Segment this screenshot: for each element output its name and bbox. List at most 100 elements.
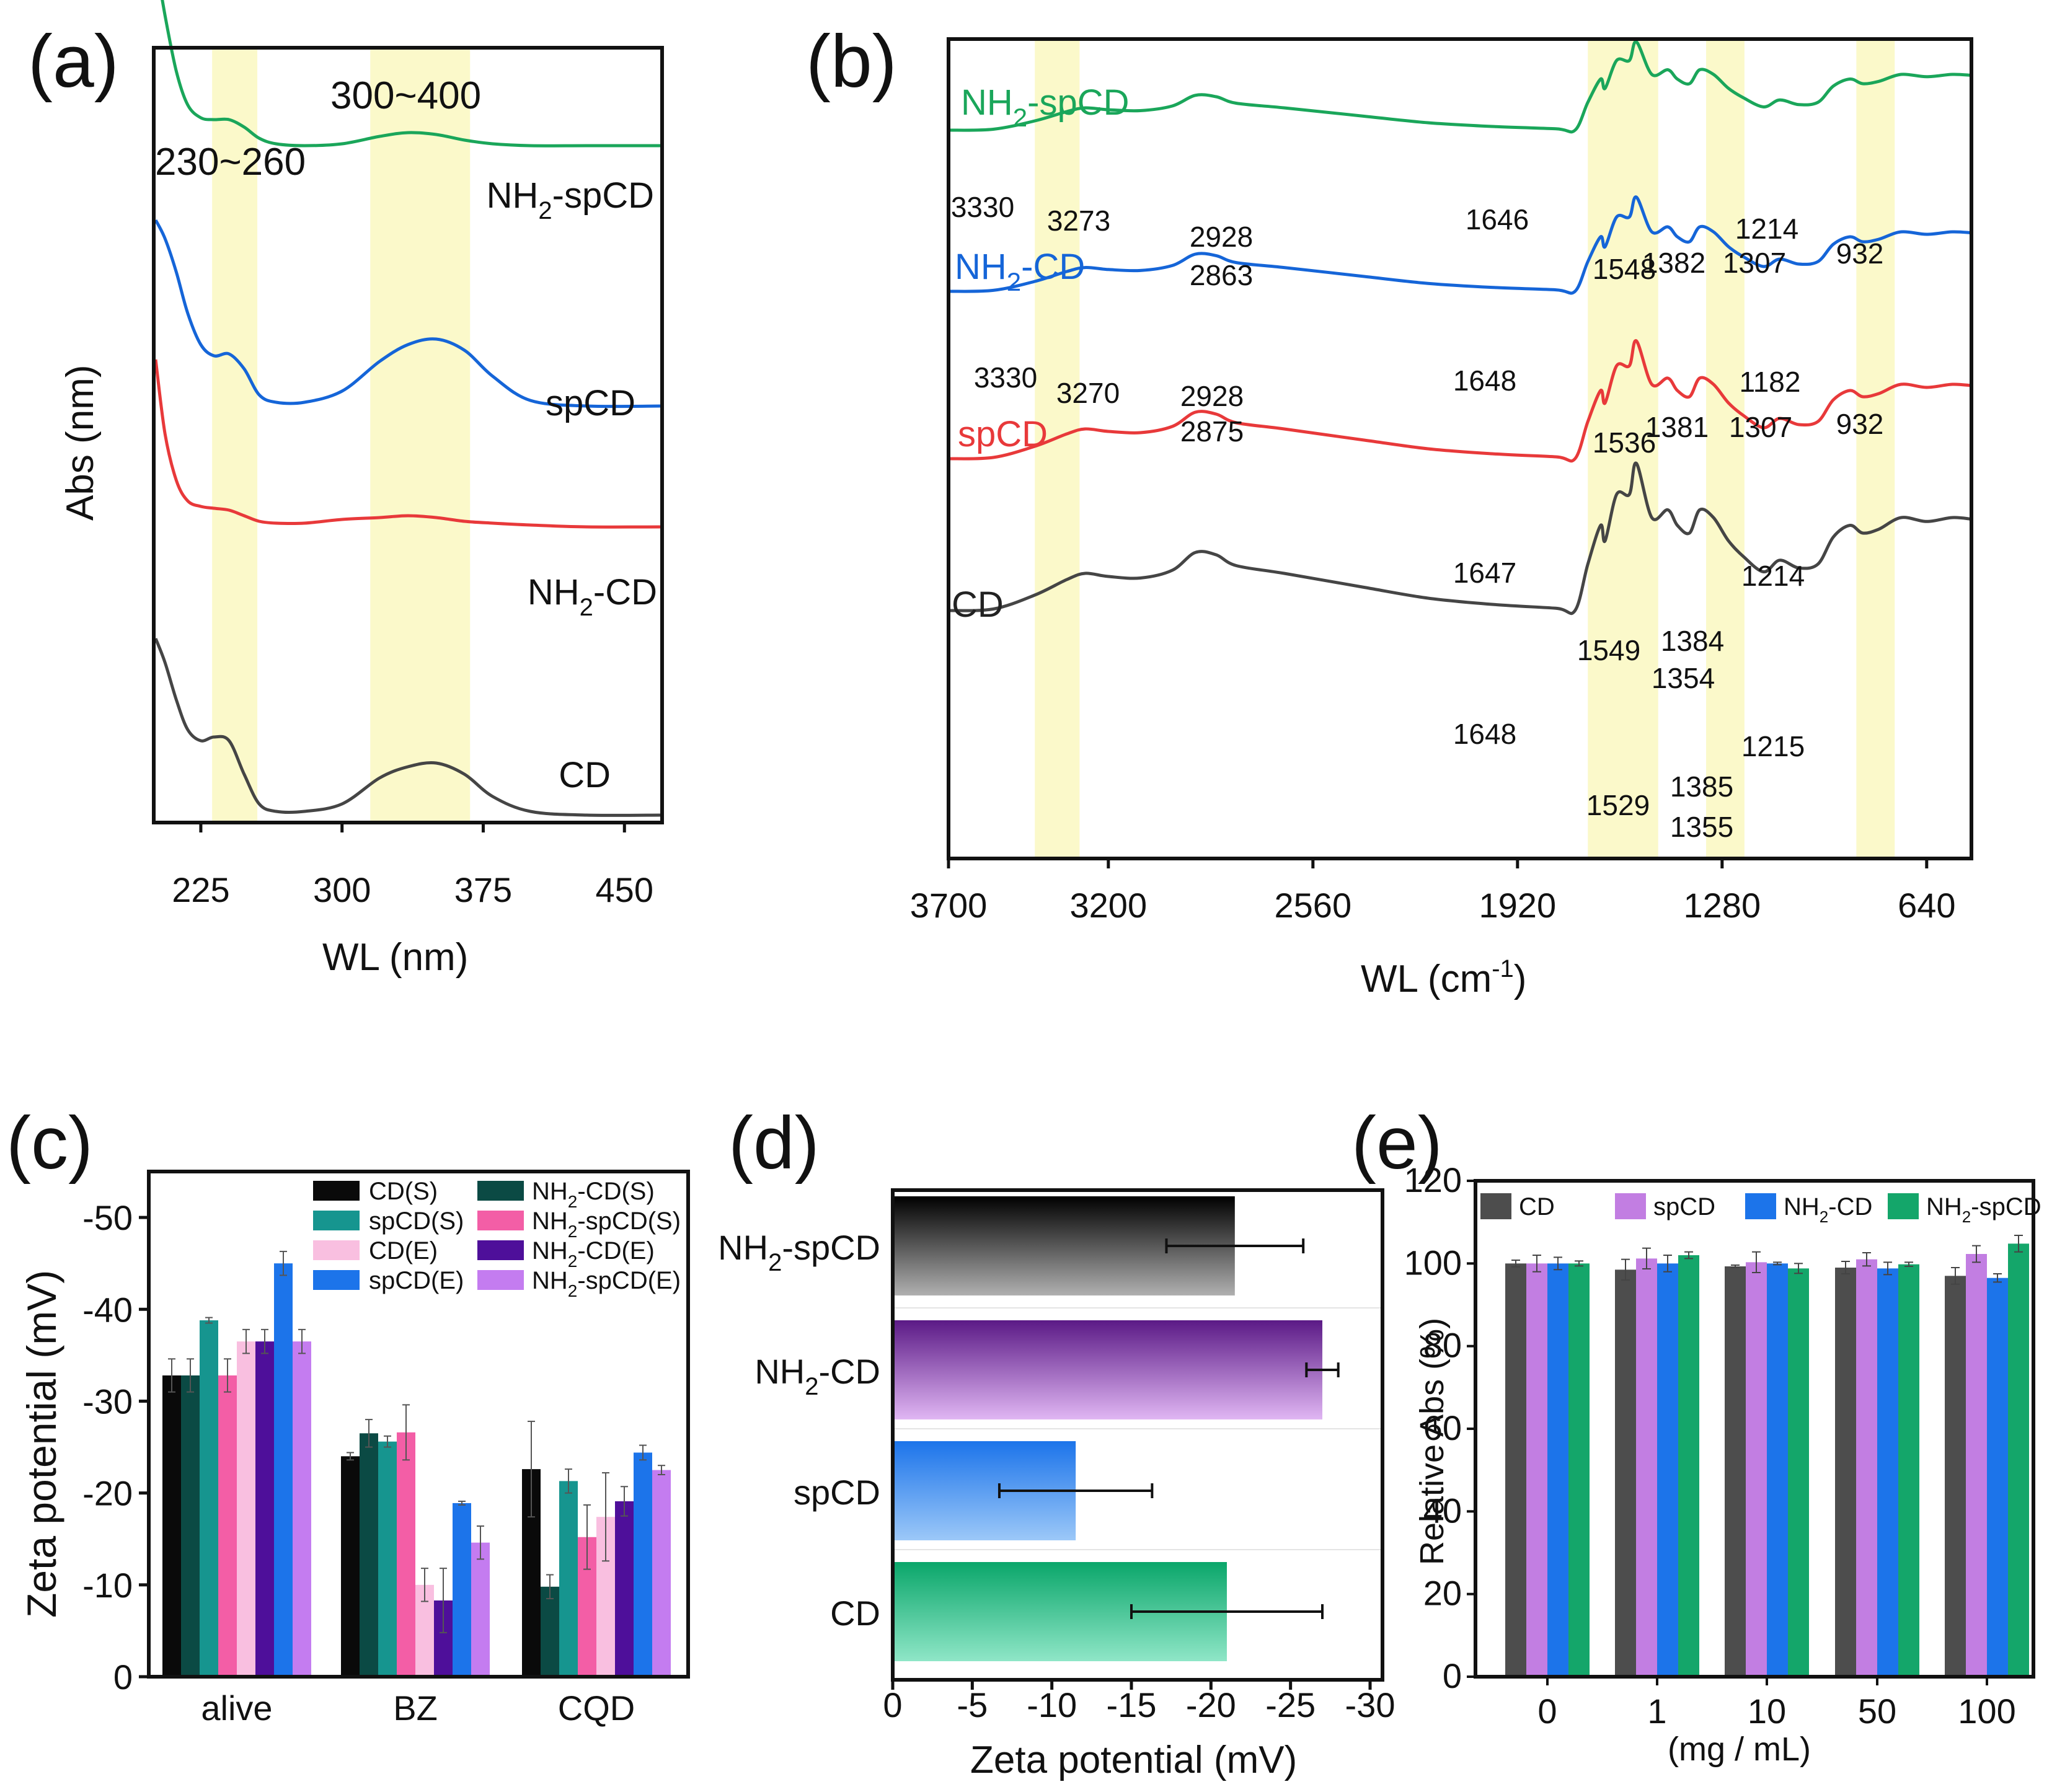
- panel-e-ytick-label: 40: [1423, 1491, 1462, 1530]
- panel-e-legend-label: NH2-spCD: [1926, 1193, 2041, 1226]
- panel-b-peak-label: 1382: [1642, 247, 1705, 279]
- panel-e-bar-CD-0: [1505, 1263, 1526, 1677]
- panel-e-bar-NH2-spCD-100: [2008, 1243, 2029, 1677]
- panel-e-bar-CD-100: [1945, 1276, 1966, 1677]
- panel-e-ytick-label: 0: [1443, 1656, 1462, 1695]
- panel-d: (d) 0 -5 -10 -15 -20 -25 -30 NH2-spCD NH2-CD spCD…: [718, 1101, 1395, 1781]
- panel-c-legend-label: NH2-CD(E): [532, 1237, 655, 1271]
- panel-e-bar-NH2-spCD-50: [1898, 1264, 1919, 1677]
- panel-e-bar-spCD-10: [1746, 1262, 1767, 1677]
- panel-d-xtick-label: -15: [1107, 1685, 1157, 1724]
- panel-c-legend-swatch: [477, 1270, 524, 1290]
- panel-b-peak-label: 1182: [1740, 366, 1801, 398]
- panel-a-lines: [154, 0, 663, 817]
- panel-d-xtick-label: -25: [1265, 1685, 1316, 1724]
- panel-b-band-1: [1035, 39, 1080, 858]
- panel-b-line-NH2-spCD: [948, 40, 1972, 134]
- panel-e-bar-spCD-50: [1856, 1259, 1877, 1677]
- panel-c-ytick-label: -30: [82, 1382, 133, 1421]
- panel-e-ytick-label: 80: [1423, 1326, 1462, 1365]
- panel-b-peak-label: 3330: [951, 191, 1014, 223]
- panel-a-tick-label: 375: [454, 870, 512, 909]
- panel-d-category-label: spCD: [794, 1473, 880, 1512]
- panel-c-ytick-label: 0: [113, 1657, 133, 1697]
- panel-c-legend-label: CD(E): [369, 1237, 438, 1265]
- panel-b-peak-label: 1647: [1453, 557, 1516, 589]
- panel-c-bar-NH2-spCD(E)-CQD: [652, 1470, 671, 1677]
- panel-a-band-label-1: 230~260: [155, 141, 306, 183]
- panel-b-peak-label: 3273: [1047, 205, 1110, 237]
- panel-a-frame: [152, 46, 664, 824]
- panel-c-legend-swatch: [477, 1211, 524, 1230]
- panel-e-xtick-label: 0: [1537, 1692, 1557, 1731]
- panel-a-series-label: spCD: [546, 383, 635, 423]
- panel-b-band-3: [1706, 39, 1745, 858]
- panel-c-ytick-label: -50: [82, 1198, 133, 1237]
- panel-c-legend-swatch: [477, 1240, 524, 1260]
- panel-e-bar-spCD-0: [1526, 1263, 1547, 1677]
- panel-d-category-label: NH2-CD: [754, 1352, 880, 1400]
- panel-e-legend: CD spCD NH2-CD NH2-spCD: [1480, 1193, 2041, 1226]
- panel-e-ytick-label: 100: [1404, 1243, 1462, 1282]
- panel-e-ytick-label: 60: [1423, 1408, 1462, 1447]
- panel-e-bars: [1505, 1235, 2029, 1677]
- panel-b-peak-label: 1384: [1661, 625, 1724, 657]
- panel-c-bar-spCD(E)-CQD: [634, 1452, 652, 1677]
- panel-c-ytick-label: -20: [82, 1474, 133, 1513]
- panel-b-peak-label: 1355: [1670, 811, 1733, 843]
- panel-c-legend: CD(S)spCD(S)CD(E)spCD(E)NH2-CD(S)NH2-spC…: [313, 1178, 681, 1300]
- panel-b-line-NH2-CD: [948, 195, 1972, 295]
- panel-c-legend-swatch: [477, 1181, 524, 1201]
- panel-b-lines: [948, 40, 1972, 616]
- panel-b-peak-label: 1648: [1453, 364, 1516, 397]
- panel-e-bar-spCD-100: [1966, 1254, 1987, 1677]
- panel-e-letter: (e): [1351, 1101, 1443, 1185]
- panel-e-xtick-label: 1: [1647, 1692, 1666, 1731]
- panel-d-bar-NH2-CD: [893, 1320, 1322, 1419]
- panel-c-legend-swatch: [313, 1211, 360, 1230]
- panel-e-legend-label: CD: [1519, 1193, 1555, 1220]
- panel-b-peak-label: 2928: [1180, 380, 1244, 412]
- panel-b-peak-label: 3270: [1056, 377, 1120, 409]
- panel-a-band-2: [370, 48, 471, 823]
- panel-b-series-label: NH2-CD: [955, 247, 1085, 296]
- panel-c-bar-spCD(S)-CQD: [559, 1481, 578, 1677]
- panel-a-series-labels: NH2-spCD spCD NH2-CD CD: [487, 175, 657, 795]
- panel-d-category-label: NH2-spCD: [718, 1228, 880, 1276]
- panel-c-axes: 0 -10 -20 -30 -40 -50 alive BZ CQD: [82, 1198, 635, 1728]
- panel-b-xlabel: WL (cm-1): [1361, 955, 1526, 1000]
- panel-a-xticks: 225 300 375 450: [172, 823, 653, 909]
- panel-a: (a) 225 300 375 450 230~260 300~400 NH2-spC…: [28, 0, 664, 979]
- panel-c-bar-spCD(E)-BZ: [453, 1503, 471, 1677]
- panel-b-peak-label: 1214: [1741, 560, 1805, 592]
- panel-c-category-label: CQD: [558, 1688, 635, 1728]
- panel-d-category-label: CD: [830, 1594, 880, 1633]
- panel-e-bar-CD-10: [1725, 1266, 1746, 1677]
- panel-e-axes: 0 20 40 60 80 100 120 0 1 10 50 100: [1404, 1160, 2016, 1731]
- panel-b-line-CD: [948, 461, 1972, 616]
- panel-c-bar-NH2-CD(S)-BZ: [360, 1433, 378, 1677]
- panel-a-tick-label: 300: [313, 870, 371, 909]
- panel-b-peak-label: 1214: [1735, 213, 1798, 245]
- panel-c-category-label: alive: [201, 1688, 272, 1728]
- panel-a-tick-label: 225: [172, 870, 229, 909]
- panel-b-series-label: CD: [952, 585, 1004, 625]
- panel-a-tick-label: 450: [596, 870, 653, 909]
- panel-b-tick-label: 1920: [1479, 886, 1557, 925]
- panel-b-peak-label: 932: [1836, 237, 1884, 270]
- panel-e-xlabel: (mg / mL): [1668, 1731, 1811, 1768]
- panel-c-bar-spCD(S)-BZ: [378, 1441, 397, 1677]
- panel-e-xtick-label: 100: [1958, 1692, 2015, 1731]
- panel-e-xtick-label: 50: [1858, 1692, 1896, 1731]
- panel-e-bar-NH2-spCD-1: [1678, 1255, 1699, 1677]
- panel-c-category-label: BZ: [393, 1688, 438, 1728]
- panel-b: (b) 3700 3200 2560 1920 1280 640 NH2-spCDNH2-…: [806, 20, 1973, 1000]
- panel-e-legend-label: NH2-CD: [1784, 1193, 1872, 1226]
- panel-d-letter: (d): [728, 1101, 820, 1185]
- panel-a-line-spCD: [154, 219, 663, 408]
- panel-b-peak-label: 2863: [1190, 259, 1253, 291]
- panel-a-ylabel: Abs (nm): [59, 365, 102, 521]
- panel-c-bar-NH2-spCD(S)-alive: [218, 1375, 237, 1677]
- panel-b-peak-label: 1548: [1593, 253, 1656, 285]
- panel-c-legend-label: NH2-spCD(E): [532, 1267, 681, 1300]
